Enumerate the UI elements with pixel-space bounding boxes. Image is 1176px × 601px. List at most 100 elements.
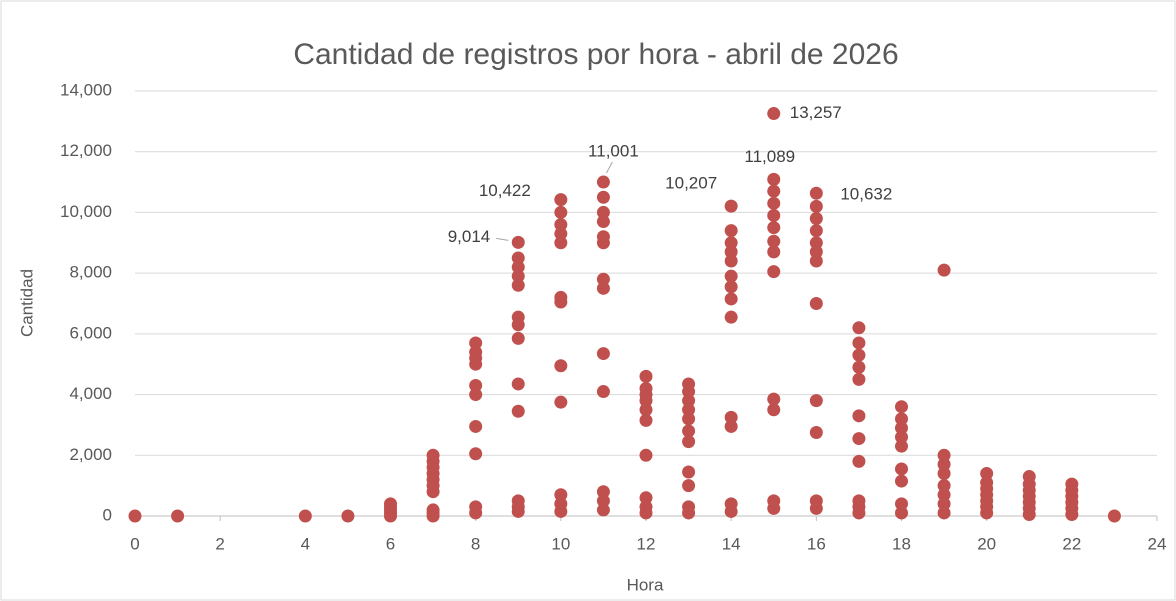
data-label: 13,257 [790,103,842,122]
data-point [469,419,483,433]
data-point [682,479,696,493]
y-tick-label: 2,000 [69,445,112,464]
data-point [724,245,738,259]
data-point [596,281,610,295]
data-point [128,509,142,523]
y-tick-label: 12,000 [60,141,112,160]
data-point [767,221,781,235]
data-point [554,205,568,219]
y-tick-label: 0 [103,505,112,524]
data-point [511,331,525,345]
data-point [511,310,525,324]
data-point [682,500,696,514]
data-point [511,251,525,265]
data-point [639,500,653,514]
data-label: 10,422 [479,181,531,200]
data-point [767,208,781,222]
y-tick-label: 8,000 [69,263,112,282]
x-tick-label: 20 [977,534,996,553]
data-point [809,212,823,225]
data-point [767,245,781,259]
data-point [639,413,653,427]
data-point [511,269,525,283]
leader-line [605,161,613,174]
data-point [724,199,738,213]
y-tick-label: 14,000 [60,80,112,99]
data-point [852,372,866,386]
data-point [1022,470,1036,484]
data-point [809,199,823,213]
data-point [596,190,610,204]
data-label: 11,001 [588,142,639,161]
x-tick-label: 2 [215,534,224,553]
data-point [511,278,525,292]
data-point [596,385,610,399]
data-point [895,462,908,476]
data-point [596,205,610,219]
data-point [596,175,610,189]
data-point [554,359,568,373]
data-point [767,196,781,210]
data-point [809,236,823,250]
data-point [767,392,781,406]
data-point [554,488,568,502]
data-point [724,280,738,294]
data-point [724,269,738,283]
data-point [511,404,525,418]
data-point [895,412,908,426]
data-point [724,419,738,433]
data-point [511,260,525,274]
data-point [767,172,781,186]
data-point [554,497,568,511]
data-point [809,494,823,508]
data-point [809,186,823,200]
data-point [724,236,738,250]
data-point [852,454,866,468]
data-point [937,467,951,480]
data-point [937,457,951,471]
data-point [682,377,696,391]
data-point [596,215,610,229]
data-point [895,439,908,453]
data-point [682,435,696,449]
data-point [724,497,738,511]
data-point [937,479,951,493]
data-point [767,184,781,198]
data-point [852,321,866,335]
data-point [937,497,951,511]
data-point [895,421,908,435]
data-point [809,426,823,440]
data-point [384,497,397,511]
data-point [554,236,568,250]
data-point [724,292,738,306]
data-point [809,224,823,238]
data-point [596,347,610,361]
data-point [554,227,568,241]
data-point [596,272,610,286]
data-point [554,193,568,207]
data-point [469,500,483,514]
x-tick-label: 12 [637,534,656,553]
data-point [298,509,312,523]
data-point [1107,509,1121,523]
x-tick-label: 14 [722,534,741,553]
y-tick-label: 4,000 [69,384,112,403]
data-label: 10,207 [665,174,717,193]
data-point [469,345,483,359]
data-point [596,230,610,244]
x-tick-label: 10 [551,534,570,553]
data-point [895,506,908,520]
data-point [852,348,866,362]
y-tick-label: 6,000 [69,323,112,342]
data-point [511,235,525,249]
data-point [341,509,355,523]
data-point [937,506,951,520]
data-point [724,254,738,268]
data-point [809,297,823,310]
chart-title: Cantidad de registros por hora - abril d… [293,38,898,71]
data-point [980,467,994,480]
data-point [937,488,951,502]
y-tick-label: 10,000 [60,202,112,221]
leader-line [496,237,509,241]
